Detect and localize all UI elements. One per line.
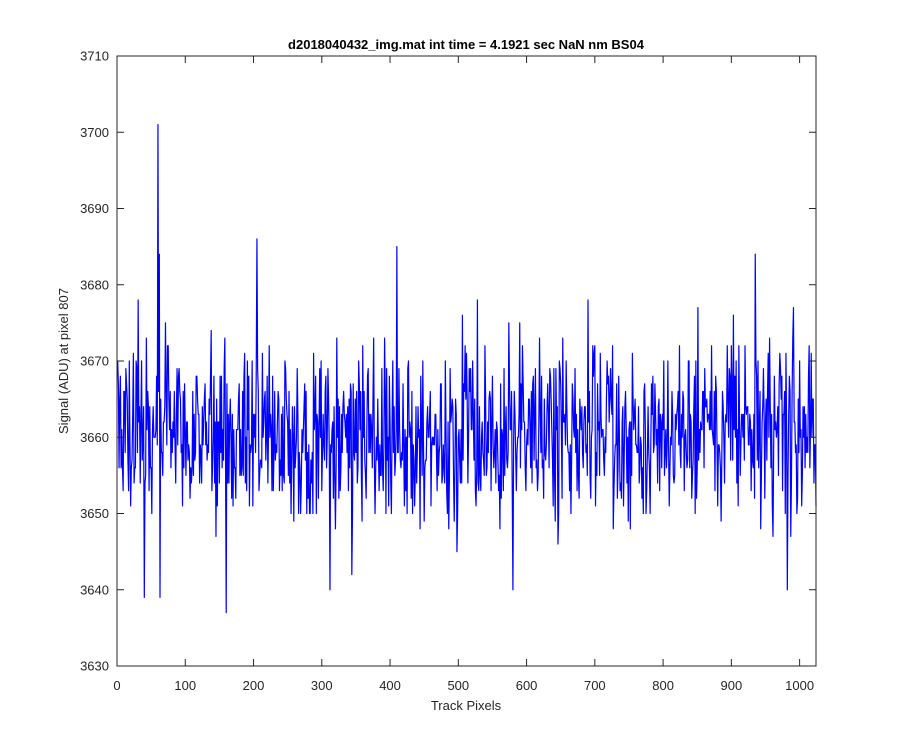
x-tick-label: 0 — [113, 678, 120, 693]
y-tick-label: 3690 — [80, 201, 109, 216]
x-tick-label: 700 — [584, 678, 606, 693]
y-axis-label: Signal (ADU) at pixel 807 — [56, 288, 71, 434]
x-tick-label: 500 — [447, 678, 469, 693]
y-tick-label: 3700 — [80, 125, 109, 140]
x-tick-label: 900 — [721, 678, 743, 693]
x-tick-label: 600 — [516, 678, 538, 693]
x-tick-label: 1000 — [785, 678, 814, 693]
plot-series-group — [117, 124, 817, 614]
x-tick-label: 100 — [174, 678, 196, 693]
x-axis-label: Track Pixels — [431, 698, 502, 713]
x-tick-label: 200 — [243, 678, 265, 693]
y-tick-label: 3630 — [80, 659, 109, 674]
y-tick-label: 3680 — [80, 277, 109, 292]
y-tick-label: 3660 — [80, 430, 109, 445]
chart-title: d2018040432_img.mat int time = 4.1921 se… — [288, 37, 645, 52]
y-tick-label: 3650 — [80, 506, 109, 521]
y-axis: 3630 3640 3650 3660 3670 3680 3690 3700 3710 — [80, 49, 816, 674]
x-axis: 0 100 200 300 400 500 600 700 800 900 1000 — [113, 56, 814, 693]
x-tick-label: 800 — [652, 678, 674, 693]
y-tick-label: 3640 — [80, 582, 109, 597]
x-tick-label: 300 — [311, 678, 333, 693]
y-tick-label: 3670 — [80, 354, 109, 369]
y-tick-label: 3710 — [80, 49, 109, 64]
x-tick-label: 400 — [379, 678, 401, 693]
series-line — [117, 124, 817, 614]
